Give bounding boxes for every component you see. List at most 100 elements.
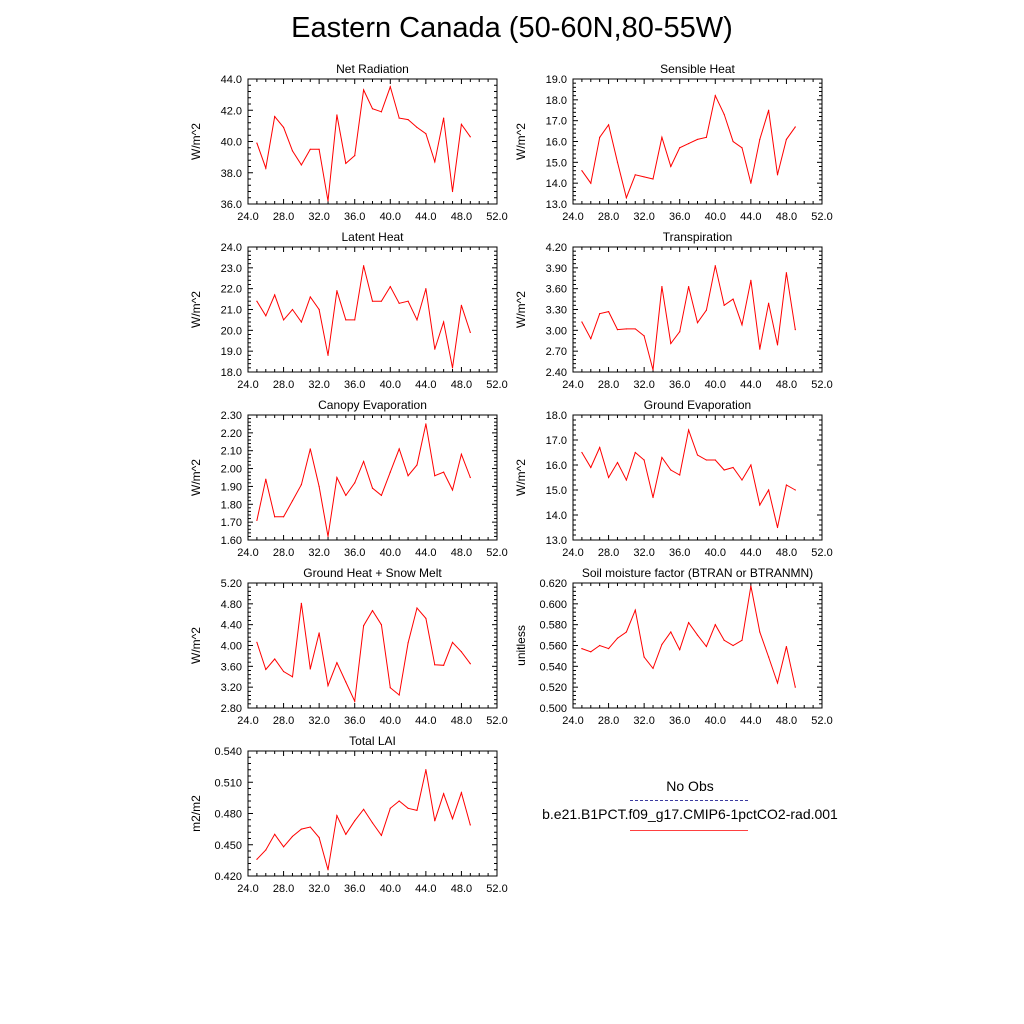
data-point (389, 687, 391, 689)
data-point (768, 302, 770, 304)
data-point (750, 279, 752, 281)
legend-model-line (630, 830, 748, 831)
y-tick-label: 3.00 (546, 325, 567, 337)
y-axis-title: unitless (514, 625, 528, 666)
data-point (688, 621, 690, 624)
data-point (607, 648, 610, 650)
x-tick-label: 28.0 (598, 211, 619, 223)
y-tick-label: 0.450 (214, 840, 242, 852)
x-tick-label: 52.0 (486, 715, 507, 727)
data-point (425, 617, 427, 620)
y-tick-label: 22.0 (221, 284, 242, 296)
y-tick-label: 3.60 (546, 284, 567, 296)
x-tick-label: 44.0 (740, 211, 761, 223)
series-line (581, 428, 796, 528)
data-point (679, 474, 681, 476)
data-point (309, 826, 311, 828)
x-tick-label: 40.0 (705, 547, 726, 559)
data-point (371, 487, 374, 489)
data-point (451, 641, 454, 643)
data-point (741, 639, 743, 641)
x-tick-label: 24.0 (562, 211, 583, 223)
data-point (434, 348, 436, 350)
data-point (759, 138, 761, 141)
x-tick-label: 32.0 (308, 547, 329, 559)
data-point (327, 354, 329, 356)
series-line (581, 265, 796, 371)
x-tick-label: 32.0 (633, 211, 654, 223)
data-point (652, 496, 654, 499)
data-point (291, 308, 294, 311)
legend-obs-label: No Obs (666, 778, 714, 794)
x-tick-label: 36.0 (669, 547, 690, 559)
data-point (776, 174, 779, 176)
plot-frame (247, 78, 498, 205)
x-tick-label: 36.0 (669, 379, 690, 391)
data-point (794, 686, 796, 688)
data-point (451, 367, 454, 369)
x-tick-label: 28.0 (273, 211, 294, 223)
data-point (661, 643, 663, 646)
data-point (309, 296, 311, 298)
data-point (625, 479, 627, 481)
y-tick-label: 1.90 (221, 481, 242, 493)
data-point (670, 342, 672, 345)
x-tick-label: 48.0 (451, 379, 472, 391)
x-tick-label: 32.0 (633, 379, 654, 391)
data-point (688, 285, 690, 288)
y-tick-label: 2.40 (546, 367, 567, 379)
data-point (291, 676, 294, 678)
data-point (741, 479, 743, 481)
panel-title: Canopy Evaporation (318, 398, 427, 412)
data-point (345, 319, 347, 321)
x-tick-label: 36.0 (344, 379, 365, 391)
data-point (643, 335, 645, 337)
y-tick-label: 0.620 (539, 578, 567, 590)
data-point (581, 451, 583, 454)
data-point (363, 89, 365, 91)
y-tick-label: 15.0 (546, 157, 567, 169)
y-tick-label: 2.20 (221, 428, 242, 440)
data-point (265, 668, 267, 671)
x-tick-label: 40.0 (380, 883, 401, 895)
data-point (416, 809, 418, 811)
data-point (300, 484, 302, 486)
y-tick-label: 18.0 (546, 410, 567, 422)
y-tick-label: 2.00 (221, 464, 242, 476)
y-tick-label: 16.0 (546, 460, 567, 472)
panel-title: Soil moisture factor (BTRAN or BTRANMN) (582, 566, 813, 580)
data-point (759, 348, 761, 350)
data-point (696, 634, 699, 636)
data-point (732, 466, 734, 469)
data-point (723, 639, 725, 641)
x-tick-label: 24.0 (237, 211, 258, 223)
x-tick-label: 44.0 (415, 883, 436, 895)
x-tick-label: 28.0 (273, 715, 294, 727)
x-tick-label: 24.0 (562, 379, 583, 391)
data-point (643, 656, 645, 658)
data-point (634, 174, 636, 176)
chart-panel-6: 24.0 28.0 32.0 36.0 40.0 44.0 48.0 52.0 13.0 14.0… (514, 398, 833, 559)
data-point (274, 658, 276, 660)
data-point (759, 504, 761, 506)
x-tick-label: 32.0 (308, 379, 329, 391)
y-tick-label: 0.560 (539, 641, 567, 653)
data-point (371, 300, 374, 302)
data-point (616, 161, 619, 163)
y-tick-label: 1.80 (221, 499, 242, 511)
panel-title: Ground Heat + Snow Melt (303, 566, 442, 580)
plot-frame (572, 78, 823, 205)
data-point (599, 313, 601, 315)
y-tick-label: 13.0 (546, 535, 567, 547)
data-point (318, 148, 320, 150)
data-point (371, 610, 374, 612)
y-tick-label: 1.70 (221, 517, 242, 529)
data-point (679, 649, 681, 651)
data-point (265, 478, 267, 480)
data-point (425, 769, 427, 771)
data-point (785, 138, 788, 141)
data-point (451, 489, 454, 491)
x-tick-label: 44.0 (415, 379, 436, 391)
data-point (759, 631, 761, 633)
x-tick-label: 32.0 (633, 547, 654, 559)
